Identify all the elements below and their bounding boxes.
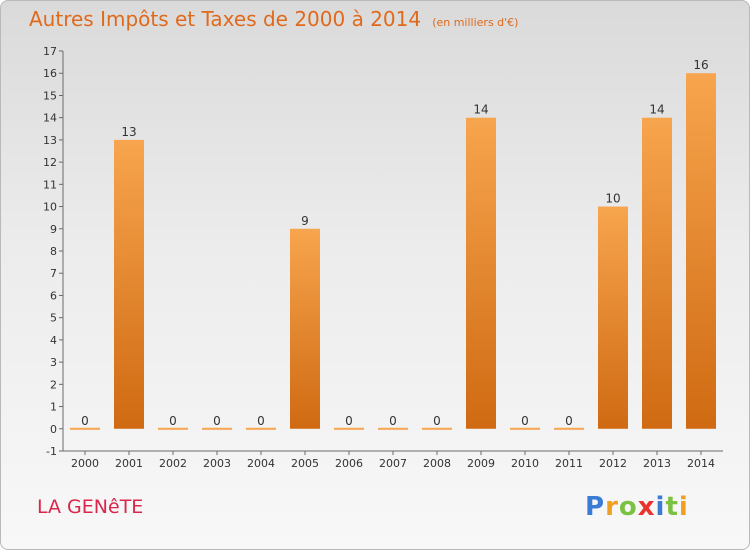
bar-2007 xyxy=(378,427,408,430)
logo-letter: o xyxy=(618,492,638,522)
data-label-2003: 0 xyxy=(213,414,221,428)
y-tick-label: 14 xyxy=(43,112,57,125)
data-label-2004: 0 xyxy=(257,414,265,428)
bar-2014 xyxy=(686,73,716,429)
y-tick-label: 6 xyxy=(50,289,57,302)
bar-2012 xyxy=(598,206,628,429)
data-label-2014: 16 xyxy=(693,58,708,72)
bar-2002 xyxy=(158,427,188,430)
y-tick-label: 7 xyxy=(50,267,57,280)
data-label-2013: 14 xyxy=(649,103,664,117)
x-tick-label-2005: 2005 xyxy=(291,457,319,470)
logo-letter: x xyxy=(637,492,656,522)
bar-2004 xyxy=(246,427,276,430)
data-label-2012: 10 xyxy=(605,192,620,206)
x-tick-label-2012: 2012 xyxy=(599,457,627,470)
y-tick-label: 5 xyxy=(50,312,57,325)
y-tick-label: 2 xyxy=(50,378,57,391)
logo-letter: i xyxy=(678,492,689,522)
x-tick-label-2006: 2006 xyxy=(335,457,363,470)
y-tick-label: 13 xyxy=(43,134,57,147)
bar-2006 xyxy=(334,427,364,430)
data-label-2005: 9 xyxy=(301,214,309,228)
data-label-2008: 0 xyxy=(433,414,441,428)
data-label-2000: 0 xyxy=(81,414,89,428)
data-label-2001: 13 xyxy=(121,125,136,139)
logo-letter: P xyxy=(585,492,606,522)
x-tick-label-2002: 2002 xyxy=(159,457,187,470)
chart-unit-note: (en milliers d'€) xyxy=(432,16,519,29)
y-tick-label: 0 xyxy=(50,423,57,436)
data-label-2007: 0 xyxy=(389,414,397,428)
y-tick-label: 11 xyxy=(43,178,57,191)
data-label-2011: 0 xyxy=(565,414,573,428)
y-tick-label: 1 xyxy=(50,401,57,414)
logo-letter: r xyxy=(605,492,619,522)
bar-2005 xyxy=(290,228,320,429)
y-tick-label: 17 xyxy=(43,45,57,58)
chart-title-main: Autres Impôts et Taxes de 2000 à 2014 xyxy=(29,7,422,31)
logo-letter: i xyxy=(655,492,666,522)
bar-2003 xyxy=(202,427,232,430)
bar-2011 xyxy=(554,427,584,430)
data-label-2009: 14 xyxy=(473,103,488,117)
proxiti-logo[interactable]: Proxiti xyxy=(585,492,689,522)
y-tick-label: 10 xyxy=(43,201,57,214)
y-tick-label: 16 xyxy=(43,67,57,80)
x-tick-label-2008: 2008 xyxy=(423,457,451,470)
x-tick-label-2014: 2014 xyxy=(687,457,715,470)
y-tick-label: 8 xyxy=(50,245,57,258)
x-tick-label-2004: 2004 xyxy=(247,457,275,470)
bar-2001 xyxy=(114,139,144,429)
logo-letter: t xyxy=(665,492,679,522)
bar-2009 xyxy=(466,117,496,429)
place-name: LA GENêTE xyxy=(37,496,144,518)
x-tick-label-2013: 2013 xyxy=(643,457,671,470)
y-tick-label: 3 xyxy=(50,356,57,369)
y-tick-label: 4 xyxy=(50,334,57,347)
data-label-2010: 0 xyxy=(521,414,529,428)
x-tick-label-2009: 2009 xyxy=(467,457,495,470)
x-tick-label-2000: 2000 xyxy=(71,457,99,470)
bar-2013 xyxy=(642,117,672,429)
x-tick-label-2010: 2010 xyxy=(511,457,539,470)
data-label-2006: 0 xyxy=(345,414,353,428)
bar-2008 xyxy=(422,427,452,430)
y-tick-label: 12 xyxy=(43,156,57,169)
y-tick-label: 15 xyxy=(43,89,57,102)
chart-title: Autres Impôts et Taxes de 2000 à 2014 (e… xyxy=(29,7,518,31)
x-tick-label-2001: 2001 xyxy=(115,457,143,470)
y-tick-label: 9 xyxy=(50,223,57,236)
x-tick-label-2003: 2003 xyxy=(203,457,231,470)
x-tick-label-2007: 2007 xyxy=(379,457,407,470)
bar-2000 xyxy=(70,427,100,430)
x-tick-label-2011: 2011 xyxy=(555,457,583,470)
y-tick-label: -1 xyxy=(46,445,57,458)
bar-2010 xyxy=(510,427,540,430)
data-label-2002: 0 xyxy=(169,414,177,428)
